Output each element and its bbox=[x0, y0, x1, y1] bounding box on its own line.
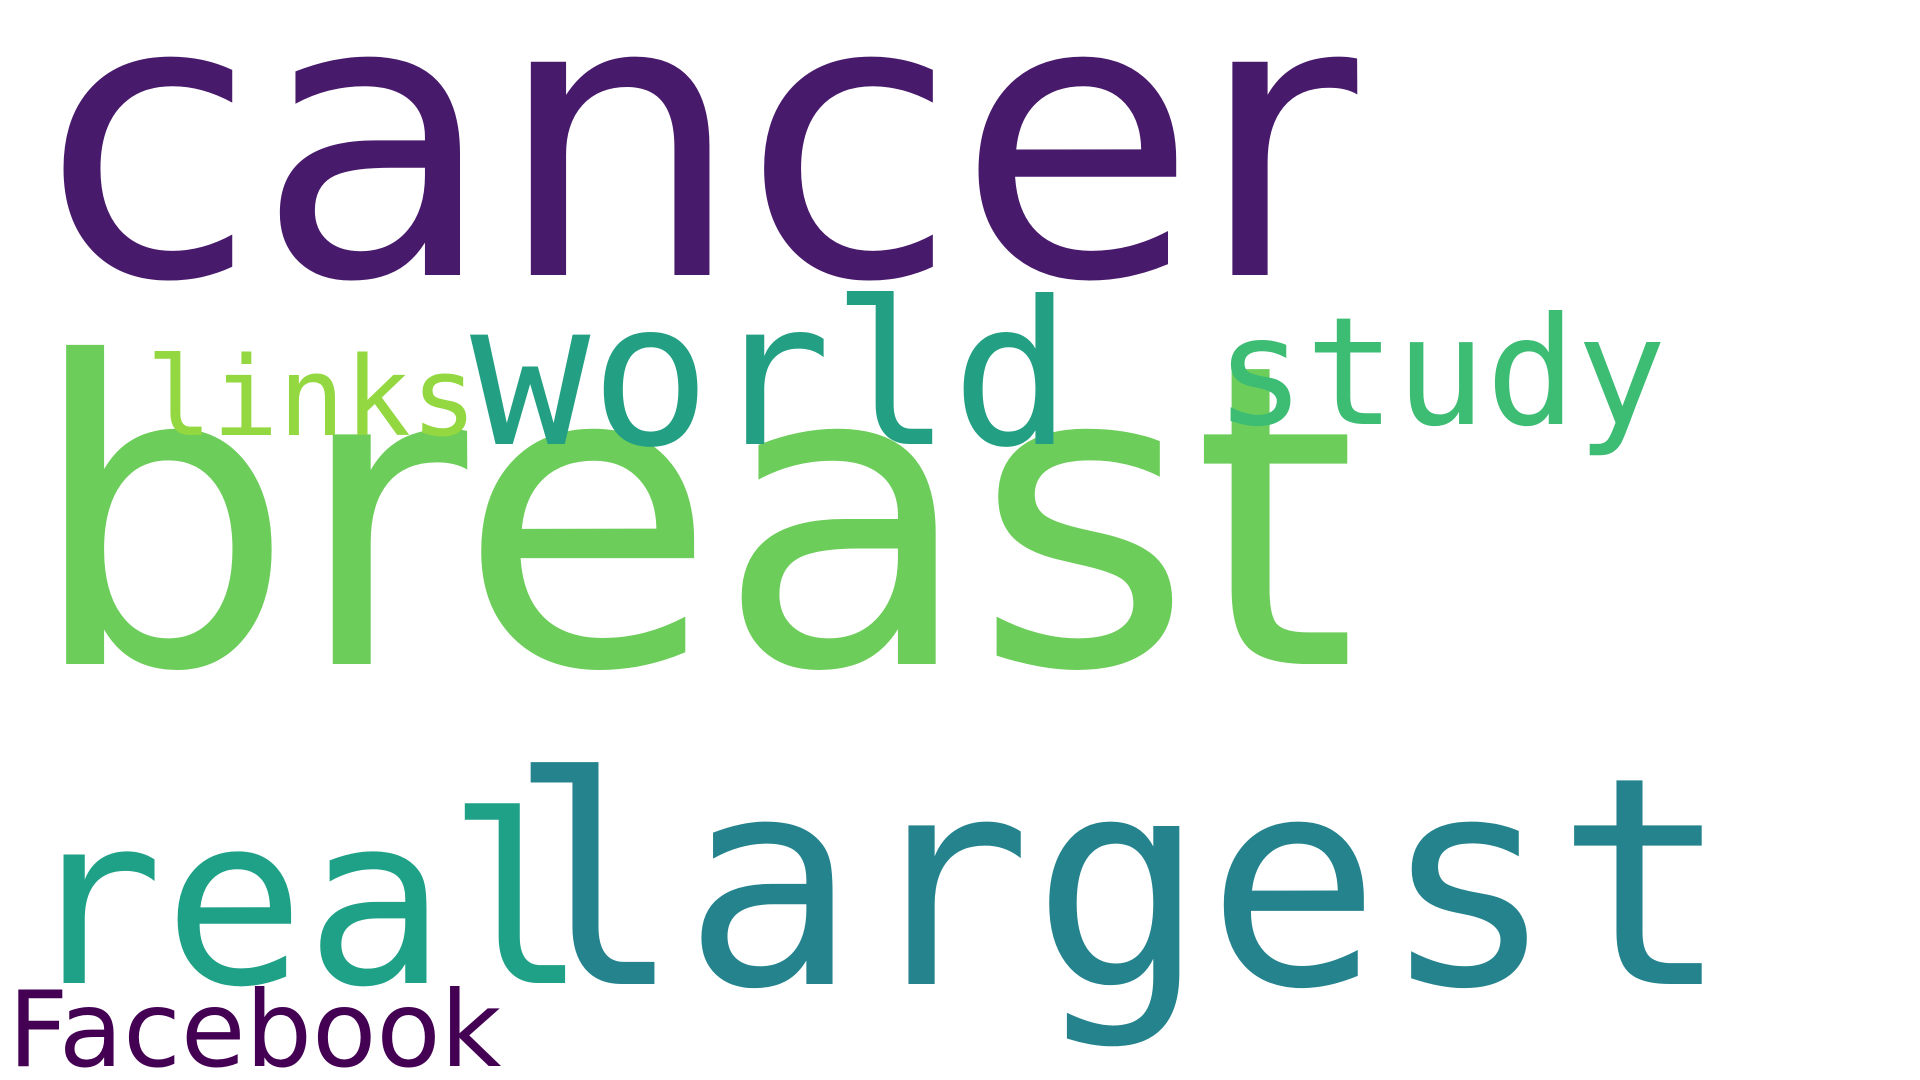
word-facebook: Facebook bbox=[8, 969, 502, 1080]
word-breast: breast bbox=[28, 275, 1358, 764]
word-cancer: cancer bbox=[42, 0, 1358, 367]
word-largest: largest bbox=[508, 716, 1731, 1053]
word-world: world bbox=[470, 259, 1073, 492]
word-study: study bbox=[1215, 286, 1667, 460]
word-real: real bbox=[22, 766, 588, 1039]
word-links: links bbox=[146, 333, 478, 461]
